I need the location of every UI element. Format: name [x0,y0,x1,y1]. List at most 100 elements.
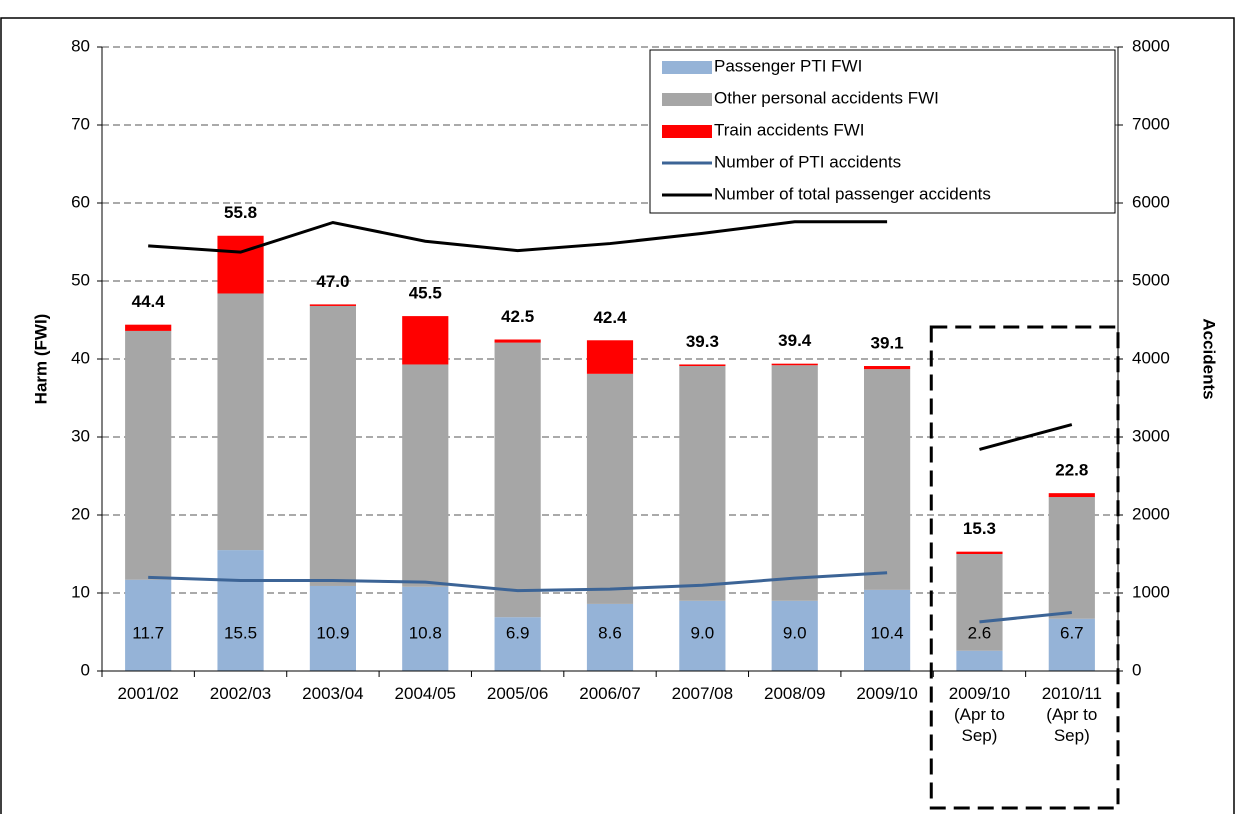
bar-segment [309,585,356,671]
y-tick-label: 40 [71,348,90,367]
x-tick-label: 2009/10 (Apr to Sep) [948,684,1011,745]
bar-segment [864,366,911,370]
bar-segment [217,550,264,671]
legend-label: Train accidents FWI [714,120,865,139]
legend-swatch [662,93,712,106]
y2-tick-label: 0 [1132,660,1141,679]
bar-segment [494,342,541,618]
bar-segment [1048,493,1095,498]
bar-segment [771,365,818,601]
data-label: 10.4 [871,623,904,642]
bar-segment [494,339,541,343]
y-tick-label: 20 [71,504,90,523]
x-tick-label: 2002/03 [209,684,272,703]
data-label: 2.6 [968,623,992,642]
total-label: 39.1 [871,334,904,353]
data-label: 8.6 [598,623,622,642]
bar-segment [956,650,1003,671]
data-label: 10.9 [316,623,349,642]
bar-segment [679,600,726,671]
bar-segment [217,293,264,551]
y2-tick-label: 5000 [1132,270,1170,289]
x-tick-label: 2004/05 [394,684,456,703]
bar-segment [864,589,911,671]
bar-segment [402,586,449,671]
bar-segment [402,316,449,365]
bar-segment [771,600,818,671]
total-label: 45.5 [409,284,442,303]
line-series [979,611,1072,624]
y2-tick-label: 3000 [1132,426,1170,445]
total-label: 42.4 [593,308,627,327]
y2-axis-label: Accidents [1200,318,1219,399]
bar-segment [125,324,172,331]
y2-tick-label: 4000 [1132,348,1170,367]
legend-label: Other personal accidents FWI [714,88,939,107]
data-label: 15.5 [224,623,257,642]
legend-box [649,49,1116,214]
bar-segment [679,364,726,367]
highlight-box [929,325,1120,810]
total-label: 22.8 [1055,461,1088,480]
legend-label: Number of total passenger accidents [714,184,991,203]
data-label: 9.0 [783,623,807,642]
x-tick-label: 2008/09 [763,684,826,703]
bar-segment [956,554,1003,651]
bar-segment [864,369,911,590]
total-label: 47.0 [316,272,349,291]
bar-segment [679,366,726,601]
x-tick-label: 2005/06 [486,684,549,703]
data-label: 10.8 [409,623,442,642]
x-tick-label: 2007/08 [671,684,734,703]
x-tick-label: 2001/02 [117,684,179,703]
y-tick-label: 30 [71,426,90,445]
bar-segment [586,340,634,374]
legend-swatch [662,61,712,74]
y-tick-label: 50 [71,270,90,289]
y2-tick-label: 8000 [1132,36,1170,55]
total-label: 15.3 [963,519,996,538]
bar-segment [125,579,172,671]
y-tick-label: 80 [71,36,90,55]
y-tick-label: 10 [71,582,90,601]
line-series [979,423,1073,451]
y2-tick-label: 6000 [1132,192,1170,211]
data-label: 11.7 [132,623,164,642]
y2-tick-label: 2000 [1132,504,1170,523]
data-label: 9.0 [691,623,715,642]
bar-segment [771,363,818,366]
bar-segment [586,373,634,604]
total-label: 44.4 [132,292,166,311]
x-tick-label: 2003/04 [302,684,364,703]
bar-segment [217,235,264,294]
line-series [148,220,888,254]
legend-label: Passenger PTI FWI [714,56,862,75]
x-tick-label: 2006/07 [579,684,641,703]
data-label: 6.7 [1060,623,1084,642]
frame [0,17,1235,814]
x-tick-label: 2009/10 [856,684,918,703]
y-tick-label: 0 [81,660,90,679]
bar-segment [1048,497,1095,619]
bar-segment [586,603,634,671]
y-axis-label: Harm (FWI) [31,314,50,405]
bar-segment [125,330,172,580]
x-tick-label: 2010/11 (Apr to Sep) [1041,684,1102,745]
y2-tick-label: 7000 [1132,114,1170,133]
line-series [148,571,888,593]
legend-label: Number of PTI accidents [714,152,901,171]
total-label: 39.3 [686,332,719,351]
y-tick-label: 60 [71,192,90,211]
y2-tick-label: 1000 [1132,582,1170,601]
total-label: 55.8 [224,203,257,222]
bar-segment [494,617,541,671]
y-tick-label: 70 [71,114,90,133]
legend-swatch [662,125,712,138]
bar-segment [402,364,449,587]
bar-segment [1048,618,1095,671]
bar-segment [309,305,356,586]
bar-segment [309,304,356,306]
total-label: 42.5 [501,307,534,326]
